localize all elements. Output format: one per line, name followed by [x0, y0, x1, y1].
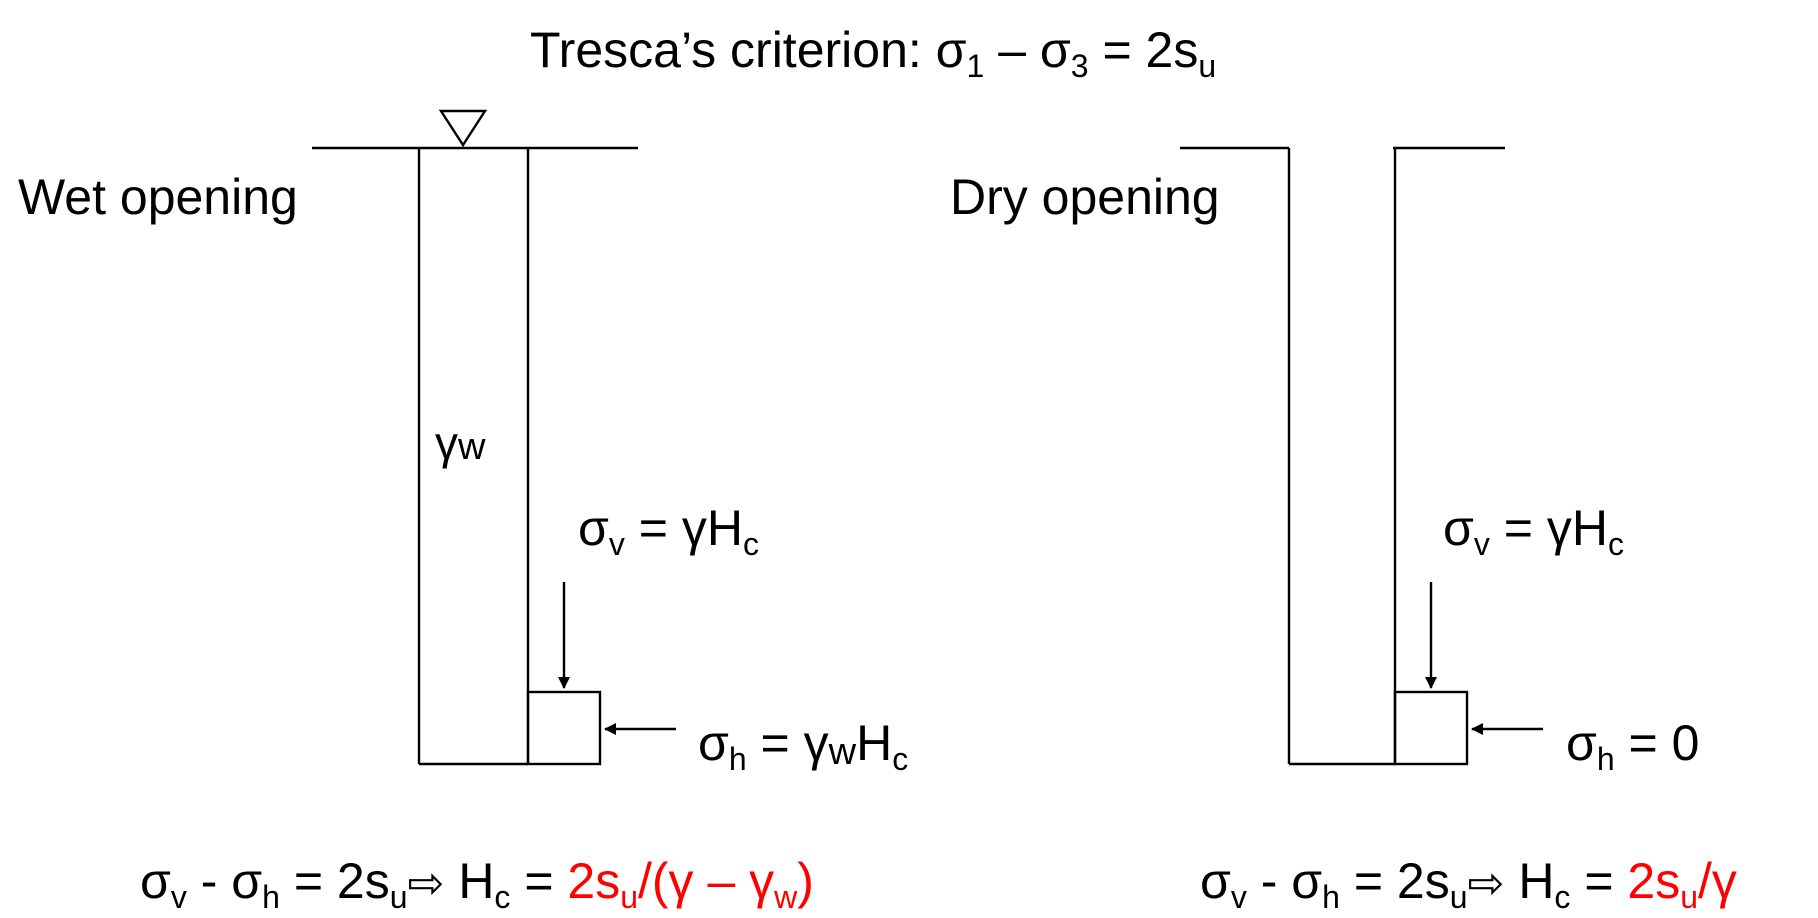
wet-opening-label: Wet opening	[18, 169, 298, 225]
title-equation: Tresca’s criterion: σ1 – σ3 = 2su	[530, 22, 1216, 84]
wet-critical-height-equation: σv - σh = 2su⇨ Hc = 2su/(γ – γw)	[140, 853, 814, 915]
dry-horizontal-stress-label: σh = 0	[1566, 715, 1699, 777]
wet-opening-diagram	[312, 109, 676, 766]
wet-vertical-stress-label: σv = γHc	[578, 500, 759, 562]
dry-vertical-stress-label: σv = γHc	[1443, 500, 1624, 562]
dry-opening-diagram	[1180, 146, 1543, 766]
dry-soil-element	[1393, 690, 1469, 766]
dry-critical-height-equation: σv - σh = 2su⇨ Hc = 2su/γ	[1200, 853, 1737, 915]
water-unit-weight-label: γw	[435, 417, 486, 469]
wet-soil-element	[526, 690, 602, 766]
dry-opening-label: Dry opening	[950, 169, 1220, 225]
water-level-triangle-icon	[438, 109, 488, 148]
wet-horizontal-stress-label: σh = γwHc	[698, 715, 908, 777]
